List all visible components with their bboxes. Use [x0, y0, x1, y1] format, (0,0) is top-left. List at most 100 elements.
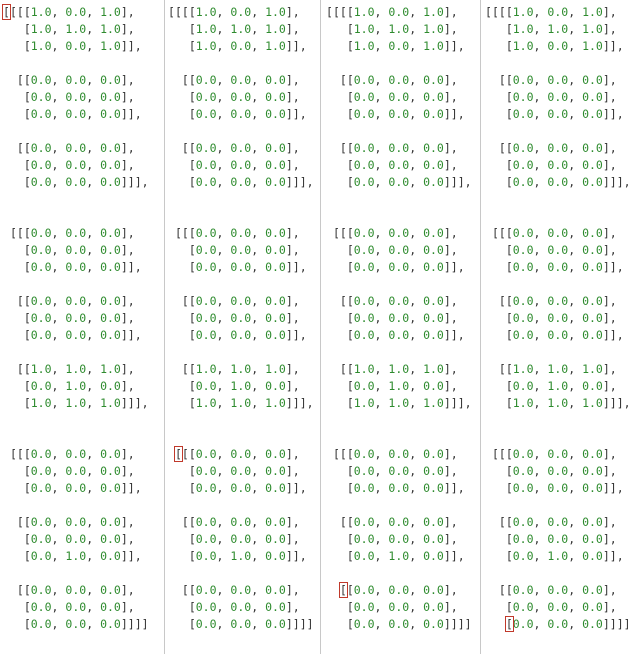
code-line: [1.0, 1.0, 1.0], — [188, 22, 300, 36]
code-line: [0.0, 0.0, 0.0], — [505, 90, 617, 104]
code-line: [0.0, 1.0, 0.0], — [346, 379, 458, 393]
code-line: [[[0.0, 0.0, 0.0], — [491, 447, 617, 461]
code-line: [0.0, 0.0, 0.0]], — [505, 260, 624, 274]
editor-pane-3[interactable]: [[[[1.0, 0.0, 1.0], [1.0, 1.0, 1.0], [1.… — [321, 0, 480, 654]
code-line: [0.0, 0.0, 0.0]]]] — [504, 616, 631, 632]
code-line: [0.0, 0.0, 0.0], — [23, 90, 135, 104]
code-line: [0.0, 0.0, 0.0]], — [346, 328, 465, 342]
code-line: [[[[1.0, 0.0, 1.0], — [168, 5, 300, 19]
code-line: [0.0, 0.0, 0.0]], — [188, 328, 307, 342]
code-line: [0.0, 1.0, 0.0]], — [505, 549, 624, 563]
code-line: [[0.0, 0.0, 0.0], — [181, 583, 300, 597]
code-line: [[0.0, 0.0, 0.0], — [16, 141, 135, 155]
code-line: [0.0, 0.0, 0.0]]]] — [23, 617, 149, 631]
code-line: [1.0, 1.0, 1.0]]], — [505, 396, 631, 410]
code-line: [[0.0, 0.0, 0.0], — [181, 515, 300, 529]
code-line: [0.0, 0.0, 0.0], — [188, 600, 300, 614]
code-line: [0.0, 0.0, 0.0]], — [346, 481, 465, 495]
code-line: [0.0, 0.0, 0.0], — [188, 158, 300, 172]
code-line: [[0.0, 0.0, 0.0], — [16, 294, 135, 308]
code-line: [[[0.0, 0.0, 0.0], — [491, 226, 617, 240]
code-line: [0.0, 0.0, 0.0], — [23, 464, 135, 478]
code-line: [0.0, 0.0, 0.0]], — [346, 260, 465, 274]
code-line: [0.0, 0.0, 0.0]]]] — [346, 617, 472, 631]
code-line: [0.0, 0.0, 0.0], — [188, 532, 300, 546]
code-line: [[0.0, 0.0, 0.0], — [339, 141, 458, 155]
code-line: [0.0, 0.0, 0.0], — [188, 311, 300, 325]
code-line: [[0.0, 0.0, 0.0], — [181, 294, 300, 308]
code-line: [[0.0, 0.0, 0.0], — [16, 73, 135, 87]
code-line: [0.0, 0.0, 0.0]], — [188, 260, 307, 274]
code-line: [[1.0, 1.0, 1.0], — [339, 362, 458, 376]
code-line: [0.0, 1.0, 0.0], — [23, 379, 135, 393]
code-line: [0.0, 0.0, 0.0], — [23, 532, 135, 546]
code-line: [[[0.0, 0.0, 0.0], — [332, 447, 458, 461]
code-line: [1.0, 0.0, 1.0]], — [505, 39, 624, 53]
code-line: [1.0, 1.0, 1.0]]], — [188, 396, 314, 410]
code-line: [[[[1.0, 0.0, 1.0], — [326, 5, 458, 19]
code-line: [[0.0, 0.0, 0.0], — [339, 73, 458, 87]
code-line: [0.0, 0.0, 0.0], — [23, 243, 135, 257]
pane-divider-3[interactable] — [480, 0, 481, 654]
editor-pane-1[interactable]: [[[[1.0, 0.0, 1.0], [1.0, 1.0, 1.0], [1.… — [0, 0, 164, 654]
code-line: [[[0.0, 0.0, 0.0], — [9, 447, 135, 461]
code-line: [[[0.0, 0.0, 0.0], — [173, 446, 300, 462]
code-line: [0.0, 1.0, 0.0], — [188, 379, 300, 393]
code-line: [1.0, 1.0, 1.0], — [505, 22, 617, 36]
code-line: [0.0, 1.0, 0.0]], — [346, 549, 465, 563]
code-line: [0.0, 0.0, 0.0], — [188, 464, 300, 478]
code-line: [0.0, 0.0, 0.0], — [346, 464, 458, 478]
code-line: [[0.0, 0.0, 0.0], — [339, 515, 458, 529]
code-line: [0.0, 0.0, 0.0], — [346, 243, 458, 257]
code-line: [0.0, 0.0, 0.0], — [505, 464, 617, 478]
pane-divider-1[interactable] — [164, 0, 165, 654]
code-line: [0.0, 1.0, 0.0], — [505, 379, 617, 393]
code-line: [[[0.0, 0.0, 0.0], — [174, 226, 300, 240]
code-line: [0.0, 0.0, 0.0], — [505, 600, 617, 614]
code-line: [0.0, 0.0, 0.0]], — [505, 328, 624, 342]
code-line: [0.0, 0.0, 0.0]], — [23, 107, 142, 121]
bracket-match-highlight: [ — [504, 616, 514, 632]
code-line: [[0.0, 0.0, 0.0], — [498, 294, 617, 308]
bracket-match-highlight: [ — [2, 4, 11, 20]
code-line: [0.0, 0.0, 0.0], — [346, 158, 458, 172]
code-line: [1.0, 0.0, 1.0]], — [346, 39, 465, 53]
code-line: [0.0, 0.0, 0.0]]], — [346, 175, 472, 189]
code-line: [[0.0, 0.0, 0.0], — [498, 583, 617, 597]
code-line: [1.0, 1.0, 1.0], — [23, 22, 135, 36]
code-line: [[0.0, 0.0, 0.0], — [16, 583, 135, 597]
code-line: [0.0, 0.0, 0.0], — [505, 158, 617, 172]
code-line: [[[0.0, 0.0, 0.0], — [332, 226, 458, 240]
code-line: [0.0, 1.0, 0.0]], — [23, 549, 142, 563]
bracket-match-highlight: [ — [173, 446, 183, 462]
code-line: [0.0, 0.0, 0.0]], — [188, 481, 307, 495]
code-line: [0.0, 0.0, 0.0], — [23, 600, 135, 614]
code-line: [[0.0, 0.0, 0.0], — [181, 141, 300, 155]
code-line: [[1.0, 1.0, 1.0], — [16, 362, 135, 376]
editor-pane-4[interactable]: [[[[1.0, 0.0, 1.0], [1.0, 1.0, 1.0], [1.… — [481, 0, 644, 654]
code-line: [[0.0, 0.0, 0.0], — [498, 515, 617, 529]
code-line: [0.0, 0.0, 0.0], — [505, 311, 617, 325]
code-line: [0.0, 0.0, 0.0]], — [505, 107, 624, 121]
code-line: [0.0, 0.0, 0.0]]]] — [188, 617, 314, 631]
code-line: [0.0, 0.0, 0.0]], — [505, 481, 624, 495]
code-line: [[0.0, 0.0, 0.0], — [338, 582, 458, 598]
code-line: [0.0, 0.0, 0.0], — [23, 158, 135, 172]
pane-divider-2[interactable] — [320, 0, 321, 654]
code-line: [[0.0, 0.0, 0.0], — [181, 73, 300, 87]
code-line: [[1.0, 1.0, 1.0], — [498, 362, 617, 376]
code-line: [1.0, 0.0, 1.0]], — [188, 39, 307, 53]
code-line: [0.0, 0.0, 0.0], — [346, 600, 458, 614]
code-line: [0.0, 0.0, 0.0], — [346, 311, 458, 325]
code-line: [[1.0, 1.0, 1.0], — [181, 362, 300, 376]
code-line: [[0.0, 0.0, 0.0], — [498, 73, 617, 87]
code-line: [0.0, 0.0, 0.0], — [188, 243, 300, 257]
code-line: [0.0, 0.0, 0.0]]], — [188, 175, 314, 189]
editor-pane-2[interactable]: [[[[1.0, 0.0, 1.0], [1.0, 1.0, 1.0], [1.… — [165, 0, 320, 654]
code-line: [1.0, 1.0, 1.0]]], — [346, 396, 472, 410]
code-line: [0.0, 0.0, 0.0], — [505, 243, 617, 257]
code-line: [0.0, 0.0, 0.0], — [23, 311, 135, 325]
code-line: [1.0, 0.0, 1.0]], — [23, 39, 142, 53]
code-line: [0.0, 0.0, 0.0]], — [23, 481, 142, 495]
